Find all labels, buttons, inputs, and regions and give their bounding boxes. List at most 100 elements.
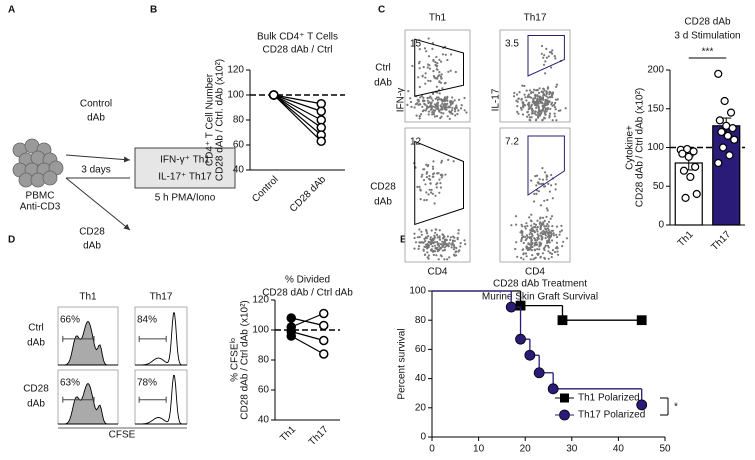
column-label: Th1 [79, 292, 97, 303]
cell-event [549, 95, 552, 98]
cell-event [455, 106, 458, 109]
cell-event [527, 113, 531, 116]
cell-event [438, 58, 441, 61]
cell-event [541, 178, 545, 181]
cell-event [436, 172, 439, 175]
cell-event [457, 232, 460, 235]
cell-event [425, 198, 428, 202]
cell-event [547, 228, 550, 232]
cell-event [550, 51, 553, 54]
cell-event [551, 91, 555, 94]
cell-event [540, 234, 543, 237]
y-axis-label: IFN-γ [396, 88, 407, 112]
cell-event [539, 98, 543, 101]
cell-event [435, 115, 439, 118]
cell-event [452, 248, 456, 251]
cell-event [438, 178, 441, 181]
cell-event [453, 239, 456, 242]
cell-event [426, 96, 429, 100]
cell-event [424, 243, 428, 246]
cell-event [440, 159, 443, 162]
gate-percent: 12 [410, 137, 422, 148]
cell-event [546, 231, 549, 234]
cell-event [550, 184, 553, 187]
cell-event [420, 175, 423, 178]
point [678, 149, 687, 158]
marker [557, 315, 568, 326]
cell-event [438, 71, 441, 74]
cell-event [431, 245, 434, 248]
cell-event [435, 186, 438, 189]
cell-event [512, 95, 516, 98]
cell-event [528, 216, 531, 219]
cell-event [524, 239, 527, 242]
cell-event [527, 108, 530, 111]
cell-event [418, 85, 421, 89]
cell-event [427, 235, 430, 238]
cell-event [439, 60, 443, 63]
cell-event [425, 50, 428, 53]
cell-event [539, 221, 542, 224]
cell-event [458, 98, 461, 101]
point [725, 151, 734, 160]
cell-event [544, 104, 547, 107]
cell-event [442, 100, 446, 103]
cell-event [550, 173, 553, 177]
cell-event [560, 229, 564, 232]
cell-event [516, 105, 519, 108]
cell-event [521, 113, 525, 116]
point [714, 69, 723, 78]
cell-event [524, 252, 528, 255]
cell-event [544, 72, 547, 75]
cell-event [536, 88, 539, 92]
duration-label: 3 days [81, 165, 110, 176]
cell-event [444, 173, 447, 176]
point [728, 124, 737, 133]
cell-event [532, 229, 535, 232]
cell-event [546, 227, 550, 230]
cell-event [458, 249, 461, 252]
y-tick-label: 0 [420, 432, 426, 443]
cell-event [516, 110, 519, 113]
cell-event [426, 106, 429, 109]
cell-event [546, 108, 549, 111]
cell-event [548, 190, 552, 193]
cell-event [544, 231, 547, 234]
pair-line [291, 312, 324, 328]
cell-event [521, 232, 524, 235]
cell-event [428, 101, 431, 104]
column-label: Th17 [524, 13, 547, 24]
cell-event [423, 102, 426, 105]
cell-event [533, 100, 537, 104]
cell-event [430, 101, 433, 104]
cell-event [547, 96, 550, 99]
pair-line [290, 335, 325, 355]
cell-event [550, 215, 554, 218]
y-tick-label: 150 [647, 103, 664, 114]
cell-event [424, 183, 427, 186]
y-tick-label: 200 [647, 65, 664, 76]
cell-event [516, 100, 519, 103]
cell-event [439, 246, 442, 249]
cell-event [425, 237, 428, 240]
cell-event [543, 54, 546, 57]
cell-event [526, 236, 530, 239]
x-tick-label: 10 [473, 444, 485, 455]
cell-event [444, 107, 447, 110]
cell-event [444, 53, 447, 56]
cell-event [546, 235, 549, 238]
x-tick-label: Th17 [307, 424, 331, 448]
cell-event [536, 248, 539, 251]
cell-event [522, 258, 525, 261]
cell-event [433, 241, 437, 244]
y-axis-label: Cytokine+ [625, 125, 636, 170]
cell-event [545, 91, 548, 94]
cell-event [419, 198, 422, 201]
cell-event [430, 243, 433, 246]
cell-event [530, 96, 533, 99]
x-tick-label: Th17 [709, 229, 733, 253]
pair-line [273, 94, 322, 105]
x-tick-label: 0 [429, 444, 435, 455]
cell-event [436, 243, 439, 246]
cell-event [447, 70, 450, 73]
